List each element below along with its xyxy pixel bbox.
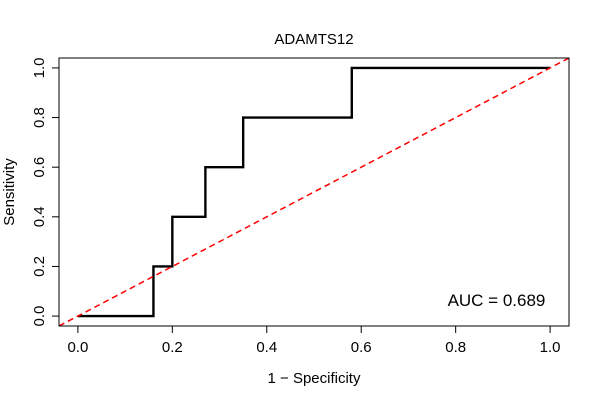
roc-curve-line <box>77 66 551 318</box>
annotations: AUC = 0.689 <box>448 291 546 310</box>
y-tick-label: 0.2 <box>31 256 48 277</box>
plot-area <box>59 58 569 326</box>
x-tick-label: 0.6 <box>351 339 372 356</box>
x-tick-label: 0.4 <box>256 339 277 356</box>
x-axis-title: 1 − Specificity <box>268 370 361 387</box>
y-tick-label: 1.0 <box>31 57 48 78</box>
y-tick-label: 0.0 <box>31 306 48 327</box>
x-axis: 0.0 0.2 0.4 0.6 0.8 1.0 <box>67 325 561 356</box>
y-axis-title: Sensitivity <box>1 158 18 226</box>
y-tick-label: 0.4 <box>31 206 48 227</box>
y-tick-label: 0.6 <box>31 157 48 178</box>
x-tick-label: 0.0 <box>67 339 88 356</box>
reference-diagonal-line <box>59 58 569 326</box>
chart-title: ADAMTS12 <box>274 31 353 48</box>
x-tick-label: 0.8 <box>445 339 466 356</box>
x-tick-label: 0.2 <box>162 339 183 356</box>
auc-annotation: AUC = 0.689 <box>448 291 546 310</box>
x-tick-label: 1.0 <box>540 339 561 356</box>
y-tick-label: 0.8 <box>31 107 48 128</box>
plot-frame <box>58 57 570 327</box>
y-axis: 0.0 0.2 0.4 0.6 0.8 1.0 <box>31 57 60 327</box>
